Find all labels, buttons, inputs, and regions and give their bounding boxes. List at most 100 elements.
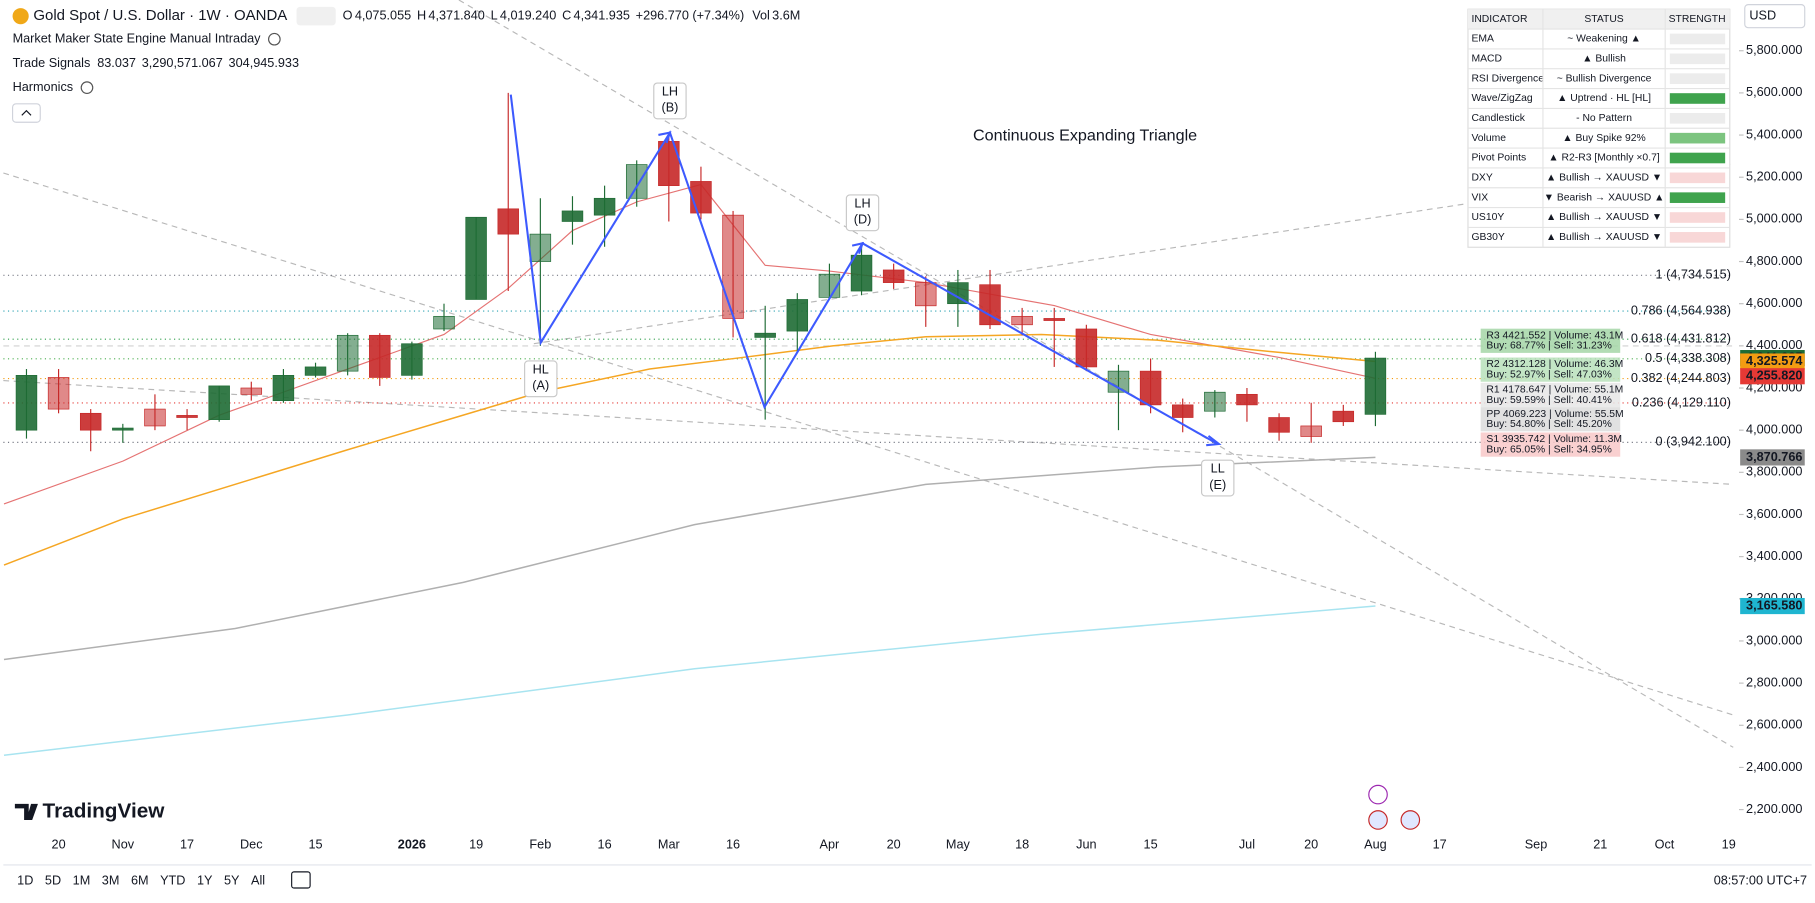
y-tick-label: 3,600.000 xyxy=(1746,507,1802,521)
header-text: H xyxy=(417,8,426,22)
candle-body xyxy=(208,385,230,420)
candle-body xyxy=(1268,417,1290,433)
trend-line xyxy=(458,0,1734,748)
collapse-button[interactable] xyxy=(11,103,41,123)
range-button[interactable]: 1D xyxy=(17,873,33,887)
candles xyxy=(15,92,1387,452)
candle-body xyxy=(882,269,905,283)
y-tick-label: 4,800.000 xyxy=(1746,254,1802,268)
x-tick-label: 20 xyxy=(52,838,66,852)
table-status: ▲ Bullish → XAUUSD ▼ xyxy=(1546,173,1662,184)
strength-bar xyxy=(1669,93,1726,104)
candle-body xyxy=(336,334,359,372)
chart-title: Continuous Expanding Triangle xyxy=(973,126,1197,144)
x-tick-label: Jun xyxy=(1076,838,1096,852)
x-tick-label: Aug xyxy=(1364,838,1387,852)
table-name: US10Y xyxy=(1471,212,1504,223)
date-range-icon[interactable] xyxy=(291,871,311,889)
header-text: C xyxy=(562,8,571,22)
candle-body xyxy=(1011,315,1033,326)
table-name: Wave/ZigZag xyxy=(1471,93,1532,104)
strength-bar xyxy=(1669,33,1726,45)
range-button[interactable]: 6M xyxy=(131,873,149,887)
pivot-line: Buy: 52.97% | Sell: 47.03% xyxy=(1486,370,1611,381)
candle-body xyxy=(1204,391,1226,412)
fib-label: 0.786 (4,564.938) xyxy=(1631,303,1731,317)
trend-line xyxy=(3,379,1734,485)
trend-line xyxy=(3,172,1734,716)
collapse-icon xyxy=(21,109,32,116)
header-text: +296.770 (+7.34%) xyxy=(636,8,745,22)
header-text: L xyxy=(491,8,498,22)
pivot-line: S1 3935.742 | Volume: 11.3M xyxy=(1486,434,1622,445)
annotation-label: LL xyxy=(1211,462,1225,476)
x-tick-label: Feb xyxy=(529,838,551,852)
header-text: Gold Spot / U.S. Dollar · 1W · OANDA xyxy=(33,7,287,24)
table-status: ▲ Buy Spike 92% xyxy=(1562,133,1645,144)
strength-bar xyxy=(1669,152,1726,164)
visibility-icon[interactable] xyxy=(80,81,94,94)
x-tick-label: 20 xyxy=(887,838,901,852)
x-tick-label: 18 xyxy=(1015,838,1029,852)
candle-body xyxy=(369,334,391,378)
x-tick-label: Oct xyxy=(1655,838,1675,852)
event-icon[interactable] xyxy=(1368,784,1388,805)
brand-logo xyxy=(14,803,38,820)
annotation-box xyxy=(1201,459,1235,497)
x-tick-label: Jul xyxy=(1239,838,1255,852)
x-tick-label: 21 xyxy=(1593,838,1607,852)
zigzag-line xyxy=(509,94,1219,445)
candle-body xyxy=(625,164,648,199)
toolbar: 1D 5D 1M 3M 6M YTD 1Y 5Y All xyxy=(17,873,265,887)
y-tick-label: 2,400.000 xyxy=(1746,760,1802,774)
table-header: STRENGTH xyxy=(1669,14,1726,25)
price-badge xyxy=(1740,368,1805,385)
range-button[interactable]: YTD xyxy=(160,873,185,887)
currency-box[interactable] xyxy=(1744,4,1806,29)
pivot-line: Buy: 54.80% | Sell: 45.20% xyxy=(1486,419,1611,430)
table-status: ▲ R2-R3 [Monthly ×0.7] xyxy=(1548,153,1659,164)
strength-bar xyxy=(1669,192,1726,203)
pivot-line: R2 4312.128 | Volume: 46.3M xyxy=(1486,359,1623,370)
price-badge xyxy=(1740,353,1805,370)
arrow-head xyxy=(851,241,865,255)
range-button[interactable]: 5D xyxy=(45,873,61,887)
x-tick-label: Nov xyxy=(112,838,135,852)
candle-body xyxy=(465,216,487,300)
fib-levels: 1 (4,734.515) 0.786 (4,564.938) 0.618 (4,4… xyxy=(3,268,1734,449)
strength-bar xyxy=(1669,212,1726,223)
strength-bar xyxy=(1669,172,1726,184)
fib-label: 0.236 (4,129.110) xyxy=(1632,395,1731,409)
fib-label: 1 (4,734.515) xyxy=(1656,268,1731,282)
range-button[interactable]: All xyxy=(251,873,265,887)
currency[interactable]: USD xyxy=(1749,8,1776,22)
event-icon[interactable] xyxy=(1400,810,1421,830)
candle-body xyxy=(1364,357,1387,415)
range-button[interactable]: 1M xyxy=(73,873,91,887)
candle-body xyxy=(786,299,809,332)
y-tick-label: 3,400.000 xyxy=(1746,549,1802,563)
header: Gold Spot / U.S. Dollar · 1W · OANDA O 4,0… xyxy=(12,6,800,94)
indicator-table: INDICATOR STATUS STRENGTH EMA ~ Weakening ▲ M… xyxy=(1467,8,1731,248)
y-tick-label: 2,200.000 xyxy=(1746,802,1802,816)
range-button[interactable]: 3M xyxy=(102,873,120,887)
x-tick-label: Dec xyxy=(240,838,263,852)
candle-body xyxy=(176,415,198,418)
range-button[interactable]: 5Y xyxy=(224,873,240,887)
candle-body xyxy=(1332,410,1355,423)
annotations: LH (B) HL (A) LH (D) LL (E) xyxy=(524,82,1235,497)
header-text: 4,341.935 xyxy=(574,8,630,22)
pivot-line: Buy: 68.77% | Sell: 31.23% xyxy=(1486,341,1611,352)
candle-body xyxy=(1139,370,1162,406)
candle-body xyxy=(1236,393,1258,406)
indicator-name: Harmonics xyxy=(13,80,74,94)
visibility-icon[interactable] xyxy=(268,32,281,46)
candle-body xyxy=(947,282,969,305)
table-status: ▼ Bearish → XAUUSD ▲ xyxy=(1544,192,1665,203)
x-tick-label: 16 xyxy=(598,838,612,852)
range-button[interactable]: 1Y xyxy=(197,873,213,887)
candle-body xyxy=(497,208,519,235)
annotation-label: LH xyxy=(662,85,678,99)
event-icon[interactable] xyxy=(1368,810,1388,830)
